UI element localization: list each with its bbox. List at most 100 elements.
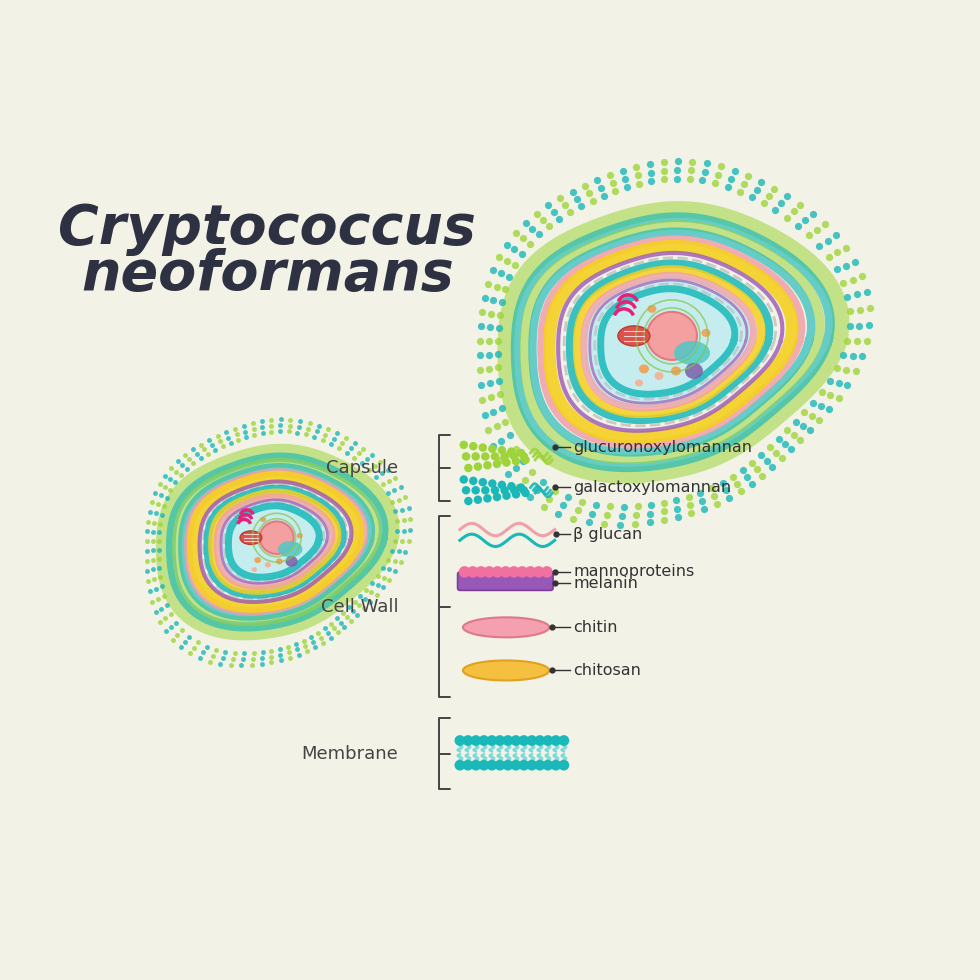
Ellipse shape	[648, 305, 657, 313]
Circle shape	[473, 463, 482, 470]
Circle shape	[462, 486, 470, 495]
Circle shape	[519, 486, 528, 495]
Ellipse shape	[702, 329, 710, 337]
Circle shape	[460, 441, 468, 449]
Circle shape	[543, 735, 554, 746]
Circle shape	[509, 566, 519, 577]
Circle shape	[491, 486, 499, 495]
Circle shape	[559, 760, 569, 770]
Circle shape	[511, 760, 521, 770]
Circle shape	[492, 566, 504, 577]
Circle shape	[478, 443, 487, 452]
Circle shape	[471, 486, 480, 495]
Circle shape	[463, 735, 473, 746]
Circle shape	[521, 456, 530, 465]
Circle shape	[501, 452, 509, 461]
Circle shape	[493, 493, 501, 502]
Circle shape	[486, 735, 497, 746]
Circle shape	[459, 566, 470, 577]
Circle shape	[508, 447, 515, 456]
Ellipse shape	[655, 372, 663, 380]
Circle shape	[478, 478, 487, 486]
Circle shape	[470, 760, 481, 770]
Text: galactoxylomannan: galactoxylomannan	[573, 479, 731, 495]
Circle shape	[460, 475, 468, 484]
Ellipse shape	[265, 563, 270, 567]
Circle shape	[488, 445, 497, 453]
Circle shape	[481, 486, 490, 495]
Ellipse shape	[240, 531, 262, 545]
Circle shape	[475, 566, 487, 577]
Circle shape	[534, 760, 545, 770]
Circle shape	[503, 735, 514, 746]
Circle shape	[470, 735, 481, 746]
Ellipse shape	[635, 379, 643, 386]
Ellipse shape	[276, 559, 283, 564]
Circle shape	[508, 482, 515, 490]
Circle shape	[500, 566, 512, 577]
Circle shape	[501, 486, 509, 495]
Circle shape	[516, 483, 525, 492]
Circle shape	[473, 496, 482, 504]
Polygon shape	[585, 275, 753, 408]
Circle shape	[455, 760, 466, 770]
Circle shape	[469, 476, 477, 485]
Text: Capsule: Capsule	[326, 459, 398, 477]
Circle shape	[462, 452, 470, 461]
Text: β glucan: β glucan	[573, 526, 642, 542]
Text: Membrane: Membrane	[302, 745, 398, 762]
Ellipse shape	[252, 567, 257, 572]
Circle shape	[491, 452, 499, 461]
Text: Cryptococcus: Cryptococcus	[59, 202, 476, 256]
Circle shape	[486, 760, 497, 770]
Ellipse shape	[278, 541, 303, 558]
Circle shape	[498, 446, 506, 455]
Text: chitosan: chitosan	[573, 662, 641, 678]
Circle shape	[521, 489, 530, 497]
Circle shape	[551, 735, 562, 746]
Text: mannoproteins: mannoproteins	[573, 564, 695, 579]
Circle shape	[551, 760, 562, 770]
Ellipse shape	[463, 661, 549, 680]
FancyBboxPatch shape	[458, 572, 553, 590]
Circle shape	[483, 461, 492, 469]
Circle shape	[503, 491, 511, 500]
Circle shape	[478, 760, 489, 770]
Circle shape	[471, 452, 480, 461]
Ellipse shape	[260, 516, 267, 522]
Circle shape	[518, 735, 529, 746]
Circle shape	[524, 566, 536, 577]
Circle shape	[519, 452, 528, 461]
Circle shape	[511, 735, 521, 746]
Polygon shape	[218, 497, 331, 587]
Circle shape	[483, 494, 492, 503]
Circle shape	[503, 760, 514, 770]
Circle shape	[481, 452, 490, 461]
Circle shape	[526, 760, 537, 770]
Circle shape	[478, 735, 489, 746]
Circle shape	[498, 480, 506, 489]
Circle shape	[516, 449, 525, 457]
Circle shape	[559, 735, 569, 746]
Circle shape	[495, 735, 506, 746]
Circle shape	[510, 486, 518, 495]
Ellipse shape	[639, 365, 649, 373]
Circle shape	[463, 760, 473, 770]
Circle shape	[533, 566, 545, 577]
Circle shape	[541, 566, 553, 577]
Circle shape	[495, 760, 506, 770]
Circle shape	[465, 497, 472, 506]
Circle shape	[455, 735, 466, 746]
Circle shape	[483, 566, 495, 577]
Text: Cell Wall: Cell Wall	[320, 598, 398, 615]
Ellipse shape	[647, 312, 697, 360]
Text: glucuronoxylomannan: glucuronoxylomannan	[573, 440, 752, 455]
Circle shape	[512, 490, 520, 499]
Ellipse shape	[260, 521, 294, 554]
Circle shape	[518, 760, 529, 770]
Text: neoformans: neoformans	[81, 249, 454, 303]
Circle shape	[467, 566, 478, 577]
Ellipse shape	[285, 556, 298, 566]
Ellipse shape	[674, 341, 710, 365]
Ellipse shape	[463, 617, 549, 637]
